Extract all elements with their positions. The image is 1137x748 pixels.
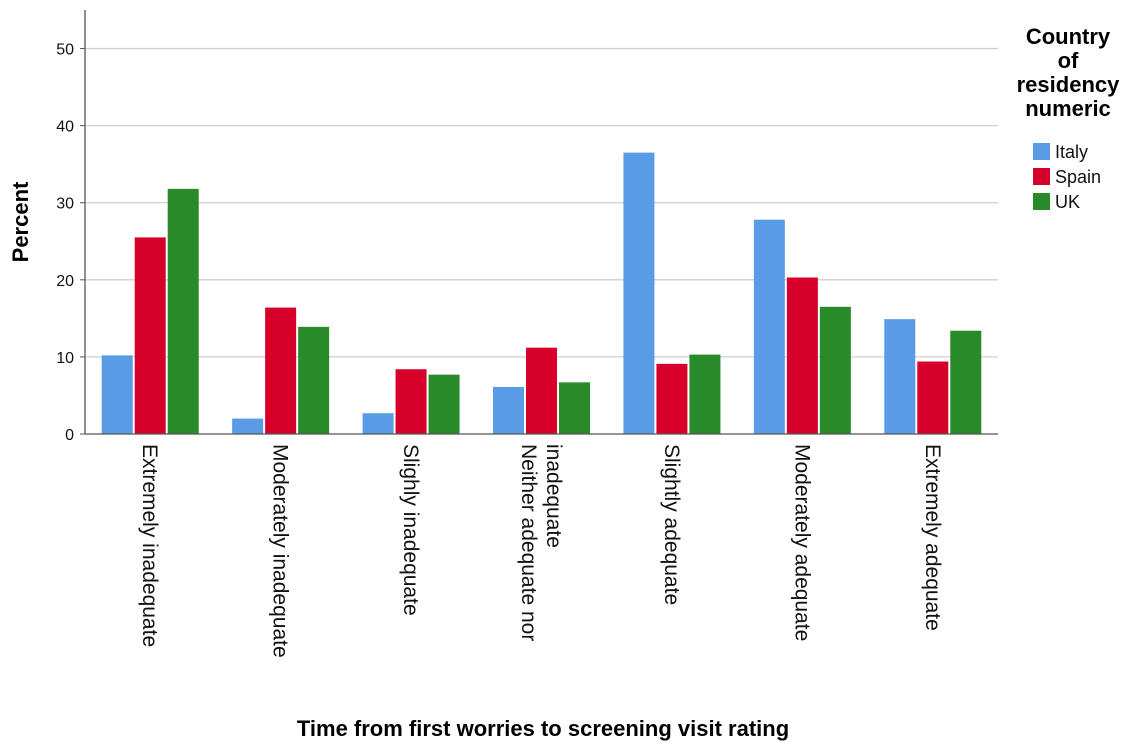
y-tick-labels: 0 10 20 30 40 50 (56, 42, 85, 444)
x-category-label: Moderately inadequate (269, 444, 292, 658)
x-category-label: Extremely inadequate (138, 444, 161, 647)
bar-uk (298, 326, 330, 434)
bar-italy (493, 386, 524, 434)
y-axis-title: Percent (8, 181, 33, 262)
y-tick-label: 30 (56, 196, 74, 213)
bar-uk (819, 306, 851, 434)
y-tick-label: 10 (56, 350, 74, 367)
x-category-label: Extremely adequate (921, 444, 944, 631)
legend-title: of (1058, 48, 1079, 73)
bar-spain (917, 361, 949, 434)
legend-title: residency (1017, 72, 1120, 97)
bar-spain (134, 237, 166, 434)
bar-uk (950, 330, 982, 434)
bar-uk (689, 354, 721, 434)
legend-title: Country (1026, 24, 1111, 49)
bar-spain (786, 277, 818, 434)
bars (101, 152, 982, 435)
grid-lines (85, 47, 998, 358)
x-category-label: Moderately adequate (790, 444, 813, 641)
bar-spain (656, 363, 688, 434)
axes (84, 10, 998, 435)
bar-italy (884, 319, 916, 434)
x-axis-title: Time from first worries to screening vis… (297, 716, 789, 741)
y-tick-label: 0 (65, 427, 74, 444)
bar-italy (232, 418, 264, 434)
y-tick-label: 40 (56, 119, 74, 136)
legend-swatch-italy (1033, 143, 1050, 160)
bar-spain (265, 307, 297, 434)
legend-swatch-spain (1033, 168, 1050, 185)
bar-uk (559, 382, 590, 434)
legend-swatch-uk (1033, 193, 1050, 210)
x-category-label: Slightly adequate (660, 444, 683, 605)
legend-label-italy: Italy (1055, 142, 1088, 162)
bar-italy (101, 355, 133, 434)
bar-spain (526, 347, 557, 434)
x-category-labels: Extremely inadequate Moderately inadequat… (138, 444, 944, 658)
y-tick-label: 50 (56, 42, 74, 59)
y-tick-label: 20 (56, 273, 74, 290)
bar-uk (428, 374, 460, 434)
x-category-label: Neither adequate norinadequate (517, 444, 565, 641)
bar-italy (623, 152, 655, 435)
legend-title: numeric (1025, 96, 1111, 121)
bar-italy (753, 219, 785, 434)
bar-italy (362, 413, 394, 434)
x-category-label: Slighly inadequate (399, 444, 422, 616)
bar-spain (395, 369, 427, 434)
legend-label-spain: Spain (1055, 167, 1101, 187)
bar-uk (167, 188, 199, 434)
legend-label-uk: UK (1055, 192, 1080, 212)
